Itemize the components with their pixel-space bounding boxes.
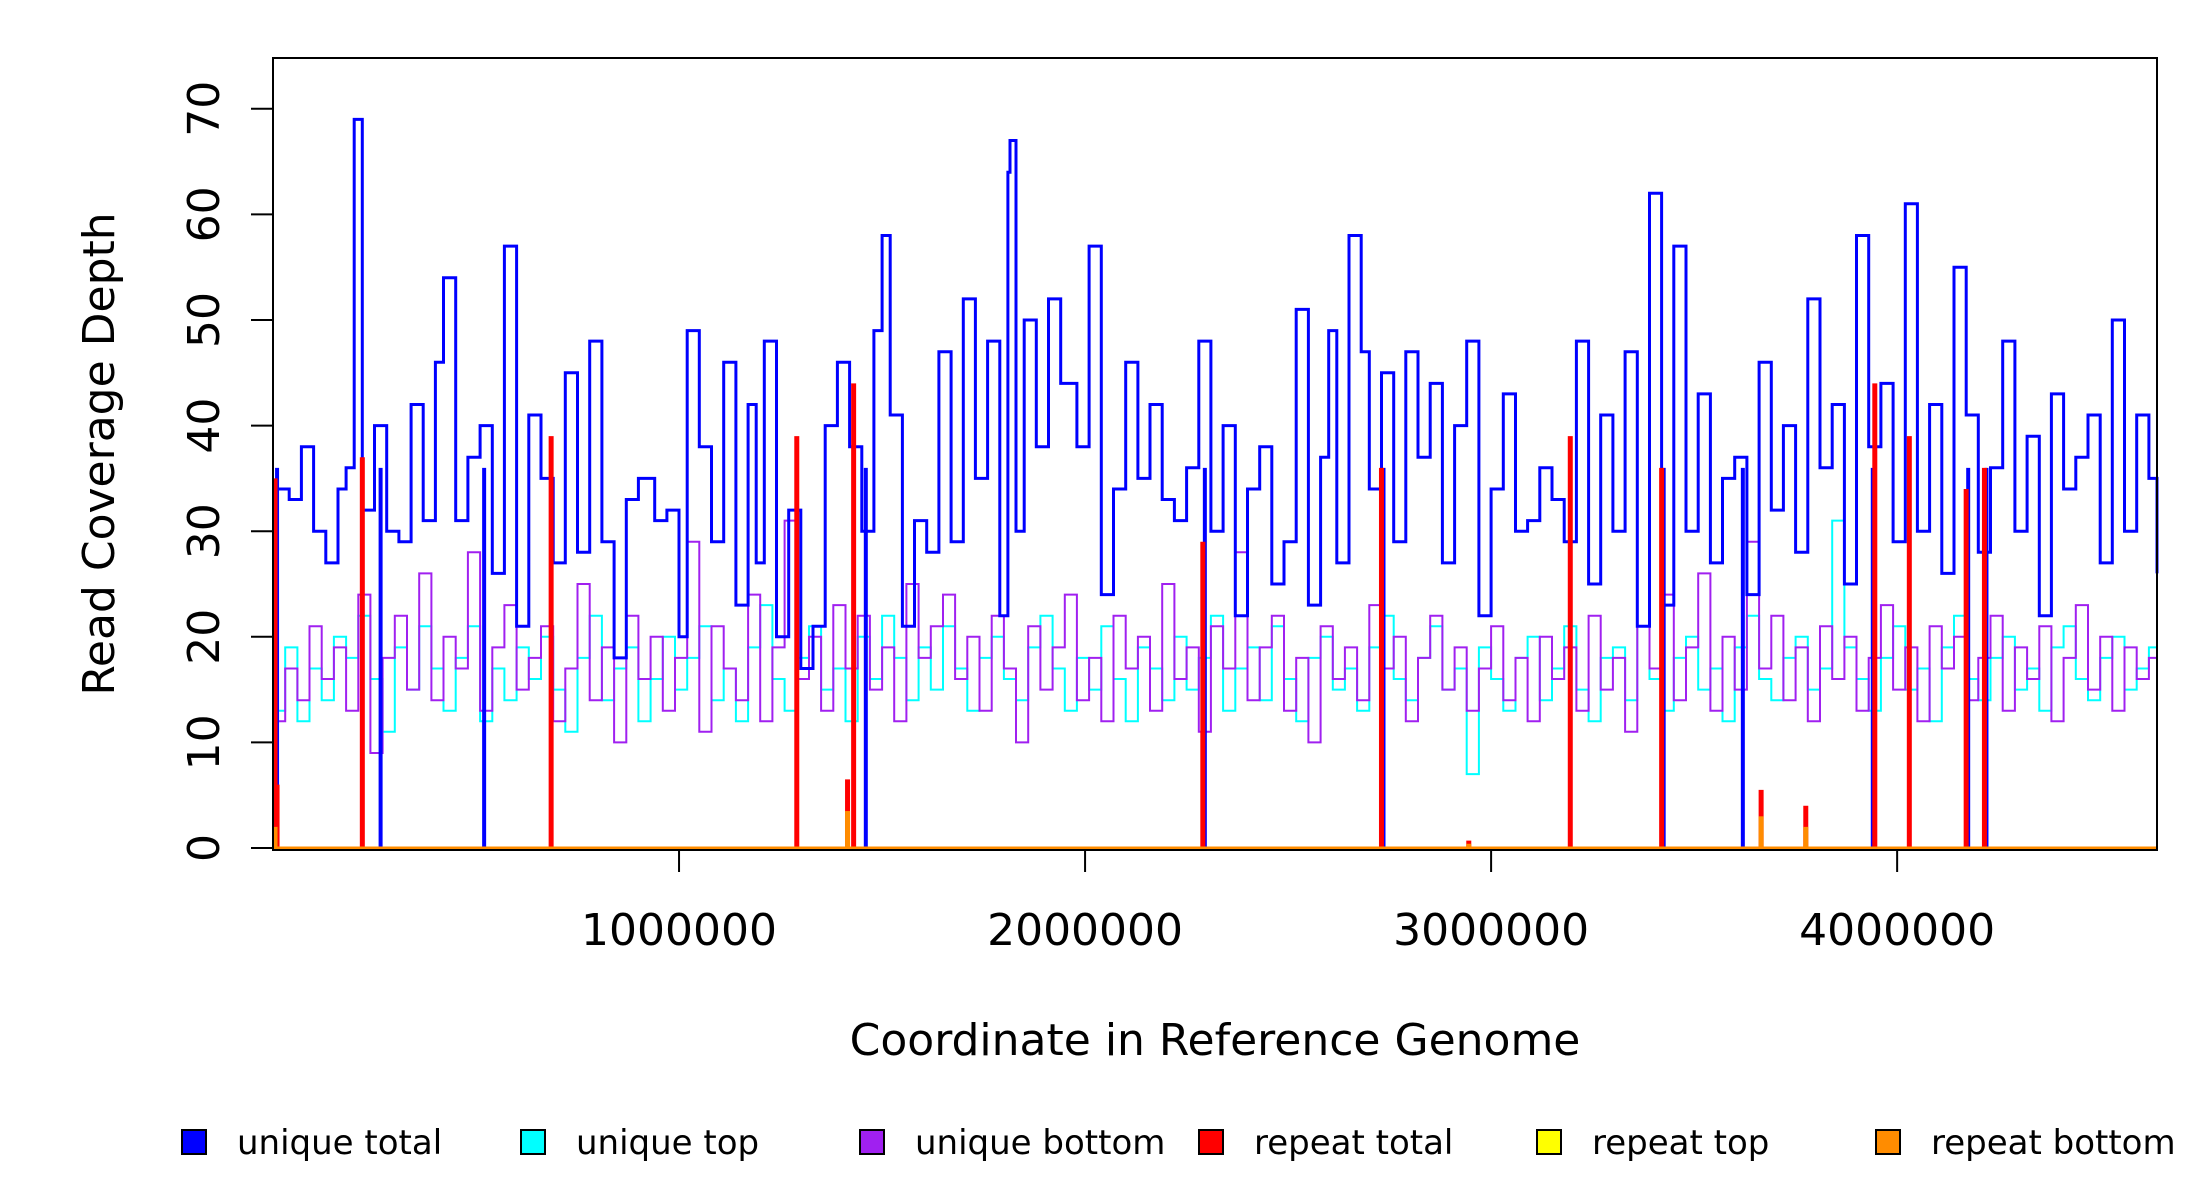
legend-swatch [1536, 1129, 1562, 1155]
legend-swatch [1198, 1129, 1224, 1155]
legend-label: unique total [237, 1123, 442, 1163]
x-tick-label: 1000000 [581, 905, 777, 956]
x-tick-label: 2000000 [987, 905, 1183, 956]
x-tick-label: 4000000 [1799, 905, 1995, 956]
y-tick-label: 50 [179, 292, 230, 348]
y-axis-title: Read Coverage Depth [74, 212, 125, 695]
legend-swatch [181, 1129, 207, 1155]
plot-area [272, 117, 2159, 850]
x-tick-label: 3000000 [1393, 905, 1589, 956]
legend-label: unique bottom [915, 1123, 1165, 1163]
y-tick-label: 10 [179, 714, 230, 770]
legend-label: repeat top [1592, 1123, 1769, 1163]
legend-label: repeat total [1254, 1123, 1453, 1163]
series-line-unique-bottom [273, 519, 2158, 754]
legend-item-repeat-top: repeat top [1536, 1123, 1769, 1163]
legend-label: unique top [576, 1123, 759, 1163]
y-tick-label: 30 [179, 503, 230, 559]
legend-item-repeat-total: repeat total [1198, 1123, 1453, 1163]
y-tick-label: 70 [179, 81, 230, 137]
legend: unique total unique top unique bottom repea… [181, 1123, 2176, 1163]
y-tick-label: 20 [179, 609, 230, 665]
y-tick-label: 60 [179, 186, 230, 242]
legend-item-unique-total: unique total [181, 1123, 442, 1163]
legend-swatch [1875, 1129, 1901, 1155]
series-line-unique-total [273, 117, 2159, 670]
legend-swatch [859, 1129, 885, 1155]
y-tick-label: 40 [179, 398, 230, 454]
legend-item-unique-top: unique top [520, 1123, 759, 1163]
plot-frame [272, 57, 2158, 851]
legend-item-repeat-bottom: repeat bottom [1875, 1123, 2176, 1163]
x-axis-title: Coordinate in Reference Genome [850, 1015, 1581, 1066]
y-tick-label: 0 [179, 834, 230, 862]
legend-label: repeat bottom [1931, 1123, 2176, 1163]
axes: 0 10 20 30 40 50 60 70 1000000 2000000 3000000 4000… [179, 81, 1995, 956]
legend-item-unique-bottom: unique bottom [859, 1123, 1165, 1163]
legend-swatch [520, 1129, 546, 1155]
